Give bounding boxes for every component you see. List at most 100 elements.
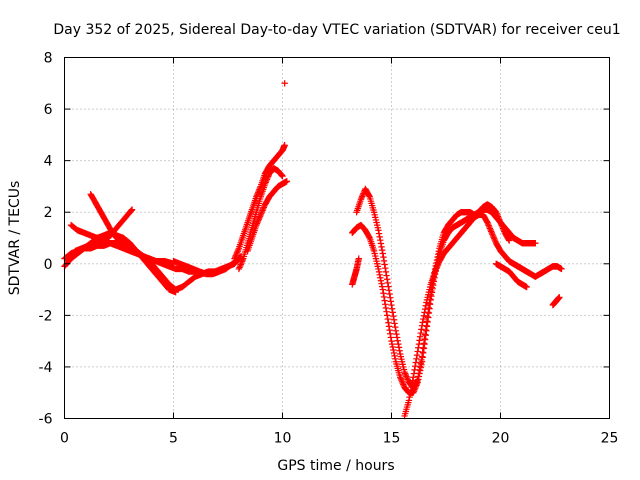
data-point — [379, 250, 386, 257]
data-point — [487, 226, 494, 234]
data-point — [382, 301, 389, 308]
data-point — [384, 315, 391, 323]
data-point — [418, 353, 426, 360]
data-point — [380, 257, 388, 265]
data-point — [264, 174, 271, 182]
y-tick-label: -2 — [39, 308, 53, 324]
data-point — [420, 315, 427, 323]
data-point — [261, 180, 269, 188]
data-point — [421, 309, 428, 316]
data-point — [390, 316, 398, 323]
data-point — [421, 335, 428, 343]
x-tick-label: 20 — [492, 431, 510, 447]
data-point — [254, 190, 261, 197]
data-point — [491, 235, 498, 242]
data-point — [422, 326, 429, 334]
data-point — [506, 237, 513, 244]
data-point — [283, 178, 291, 185]
data-point — [382, 265, 389, 272]
y-axis-ticks: -6 -4 -2 0 2 4 6 8 — [39, 51, 610, 428]
data-point — [376, 233, 383, 241]
data-point — [385, 323, 393, 330]
data-point — [415, 373, 422, 380]
data-point — [378, 283, 386, 290]
data-point — [255, 217, 262, 224]
data-point — [406, 393, 413, 401]
data-point — [390, 349, 398, 357]
data-point — [378, 280, 385, 287]
data-point — [418, 322, 426, 329]
data-point — [414, 348, 421, 355]
data-point — [384, 279, 391, 287]
data-point — [491, 237, 499, 244]
data-point — [413, 351, 421, 359]
data-point — [128, 206, 136, 213]
data-point — [365, 192, 373, 199]
data-point — [399, 379, 406, 387]
data-point — [262, 179, 269, 186]
data-point — [278, 171, 285, 178]
data-point — [392, 355, 399, 363]
data-point — [393, 330, 400, 338]
data-point — [238, 259, 245, 267]
data-point — [382, 304, 390, 312]
data-point — [391, 320, 398, 327]
data-point — [411, 366, 418, 374]
data-point — [404, 376, 411, 383]
data-point — [258, 208, 266, 216]
data-point — [390, 346, 397, 354]
data-point — [231, 255, 238, 262]
data-point — [389, 343, 396, 351]
data-point — [381, 261, 388, 268]
data-point — [281, 80, 288, 87]
data-point — [377, 237, 384, 244]
series-track-f — [170, 255, 243, 278]
data-point — [489, 232, 497, 239]
data-point — [395, 340, 402, 348]
data-point — [355, 255, 362, 262]
data-point — [398, 378, 406, 385]
data-point — [381, 297, 388, 304]
data-point — [231, 253, 239, 261]
data-point — [375, 230, 383, 237]
x-axis-label: GPS time / hours — [277, 458, 394, 474]
series-track-o — [492, 260, 530, 291]
data-point — [390, 312, 397, 320]
data-point — [388, 340, 396, 348]
data-point — [376, 271, 383, 279]
series-track-l — [401, 211, 530, 420]
data-point — [488, 229, 495, 237]
data-point — [398, 376, 405, 384]
data-point — [258, 210, 265, 217]
data-point — [263, 177, 270, 185]
data-point — [378, 243, 385, 251]
data-point — [424, 313, 431, 321]
chart-title: Day 352 of 2025, Sidereal Day-to-day VTE… — [53, 22, 620, 38]
data-point — [234, 248, 241, 255]
data-point — [419, 319, 426, 326]
data-point — [235, 246, 242, 253]
data-point — [435, 260, 442, 268]
data-point — [365, 233, 373, 241]
data-point — [490, 234, 497, 241]
data-point — [256, 213, 264, 220]
y-tick-label: 2 — [44, 205, 53, 221]
data-point — [236, 262, 244, 270]
data-point — [412, 359, 419, 366]
data-point — [401, 368, 408, 376]
data-point — [281, 141, 288, 149]
x-tick-label: 25 — [601, 431, 619, 447]
data-point — [377, 274, 384, 281]
data-point — [239, 256, 246, 264]
data-point — [232, 252, 239, 259]
data-point — [408, 383, 415, 391]
data-points — [61, 80, 565, 420]
series-track-e — [72, 206, 136, 255]
data-point — [409, 377, 416, 384]
data-point — [492, 209, 500, 216]
data-point — [233, 251, 240, 258]
data-point — [402, 370, 409, 377]
data-point — [385, 287, 393, 294]
data-point — [375, 268, 383, 276]
data-point — [494, 211, 501, 219]
